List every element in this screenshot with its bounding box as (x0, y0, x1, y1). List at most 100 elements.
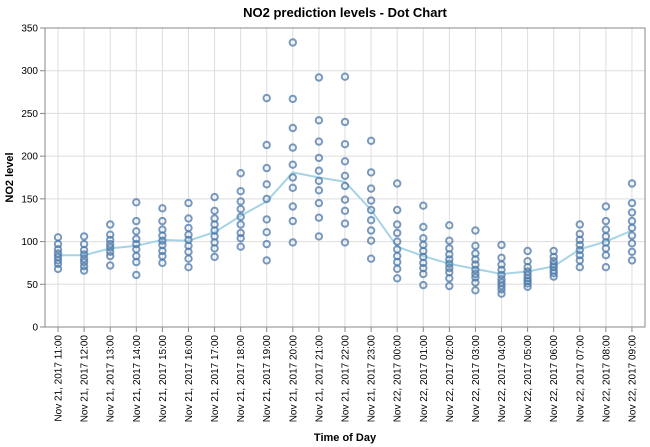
data-point (627, 256, 637, 265)
data-point (445, 274, 454, 283)
data-point (627, 179, 637, 188)
data-point (236, 242, 245, 251)
data-point (132, 216, 141, 226)
data-point (471, 260, 480, 269)
data-point (262, 163, 271, 173)
data-point (236, 220, 245, 229)
data-point (262, 194, 271, 204)
data-point (419, 269, 428, 279)
data-point (366, 216, 376, 225)
data-point (288, 143, 297, 152)
data-point (236, 187, 245, 196)
data-point (366, 205, 376, 215)
x-tick-label: Nov 22, 2017 06:00 (549, 335, 560, 423)
data-point (340, 206, 350, 216)
data-point (132, 234, 141, 244)
data-point (314, 153, 324, 163)
data-point (575, 240, 584, 250)
data-point (262, 228, 271, 237)
data-point (262, 140, 271, 150)
data-point (79, 257, 89, 267)
data-point (314, 73, 324, 82)
data-point (262, 215, 271, 224)
y-tick-label: 150 (21, 194, 38, 205)
x-tick-label: Nov 21, 2017 14:00 (132, 335, 143, 423)
data-point (497, 265, 506, 274)
data-point (314, 116, 324, 125)
x-tick-label: Nov 21, 2017 12:00 (80, 335, 91, 423)
data-point (314, 213, 324, 222)
x-tick-label: Nov 21, 2017 15:00 (158, 335, 169, 423)
data-point (314, 176, 324, 186)
data-point (288, 173, 297, 182)
data-point (210, 244, 219, 253)
data-point (497, 270, 506, 280)
data-point (445, 250, 454, 259)
data-point (314, 166, 324, 175)
data-point (393, 228, 402, 238)
data-point (575, 251, 584, 260)
data-point (393, 179, 402, 188)
data-point (53, 245, 63, 254)
x-tick-label: Nov 21, 2017 23:00 (367, 335, 378, 423)
data-point (132, 270, 141, 280)
data-point (236, 204, 245, 214)
data-point (497, 281, 506, 291)
plot-frame (44, 27, 646, 328)
x-tick-label: Nov 21, 2017 21:00 (314, 335, 325, 423)
data-point (523, 246, 532, 256)
data-point (366, 236, 376, 245)
data-point (340, 117, 350, 127)
data-point (158, 216, 167, 226)
x-tick-label: Nov 22, 2017 09:00 (627, 335, 638, 423)
data-point (236, 169, 245, 178)
data-point (366, 196, 376, 205)
y-tick-label: 100 (21, 237, 38, 248)
data-point (210, 252, 219, 262)
x-tick-label: Nov 21, 2017 13:00 (106, 335, 117, 423)
data-point (601, 202, 611, 211)
data-point (340, 171, 350, 181)
data-point (366, 136, 376, 146)
data-point (445, 281, 454, 291)
x-tick-label: Nov 21, 2017 11:00 (54, 335, 65, 422)
data-point (471, 269, 480, 279)
data-point (575, 245, 584, 255)
data-point (236, 234, 245, 243)
data-point (445, 255, 454, 264)
data-point (471, 241, 480, 251)
data-point (627, 231, 637, 240)
dots-layer (53, 38, 637, 298)
data-point (340, 181, 350, 191)
data-point (158, 204, 167, 213)
data-point (53, 256, 63, 265)
data-point (236, 197, 245, 206)
data-point (106, 247, 115, 257)
data-point (158, 258, 167, 268)
x-tick-label: Nov 21, 2017 22:00 (341, 335, 352, 423)
data-point (236, 228, 245, 238)
data-point (288, 38, 297, 47)
x-tick-label: Nov 21, 2017 16:00 (184, 335, 195, 423)
x-tick-label: Nov 22, 2017 05:00 (523, 335, 534, 423)
data-point (445, 259, 454, 268)
data-point (393, 205, 402, 215)
data-point (393, 264, 402, 274)
x-tick-label: Nov 22, 2017 04:00 (497, 335, 508, 423)
axes: 0 50 100 150 200 250 300 350 Nov 21, 2017 11:00 N… (21, 24, 646, 423)
x-tick-label: Nov 21, 2017 17:00 (210, 335, 221, 423)
data-point (340, 140, 350, 149)
data-point (366, 254, 376, 263)
data-point (262, 180, 271, 189)
x-tick-label: Nov 22, 2017 03:00 (471, 335, 482, 423)
data-point (471, 265, 480, 274)
data-point (471, 226, 480, 235)
data-point (158, 231, 167, 240)
data-point (497, 285, 506, 294)
data-point (79, 266, 89, 275)
data-point (340, 219, 350, 228)
data-point (79, 250, 89, 259)
data-point (53, 259, 63, 268)
data-point (106, 235, 115, 245)
